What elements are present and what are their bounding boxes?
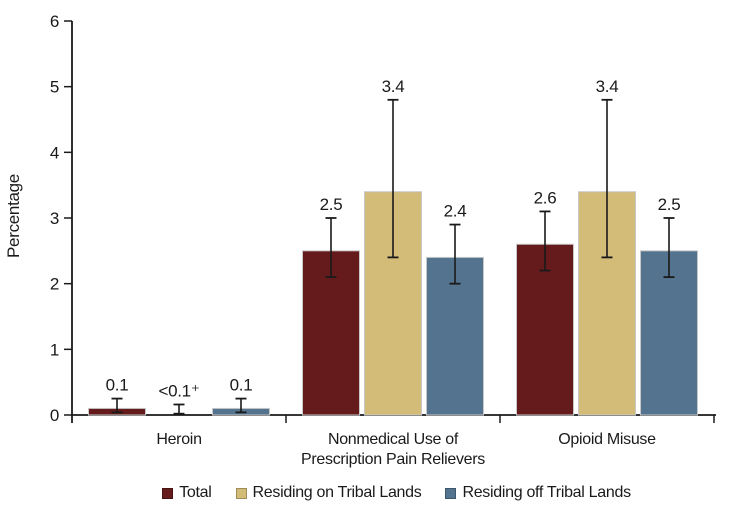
legend-label: Residing on Tribal Lands — [252, 484, 422, 501]
bar-value-label: 2.6 — [534, 188, 557, 207]
bar-value-label: 2.5 — [658, 195, 681, 214]
bar-value-label: 3.4 — [382, 77, 405, 96]
y-tick-label: 3 — [50, 209, 59, 228]
x-category-label-line: Prescription Pain Relievers — [301, 451, 485, 468]
bar-value-label: 2.4 — [444, 202, 467, 221]
legend-label: Total — [179, 484, 212, 501]
chart-legend: Total Residing on Tribal Lands Residing of… — [64, 484, 729, 502]
y-tick-label: 0 — [50, 406, 59, 425]
legend-swatch-icon — [162, 487, 174, 499]
bar-value-label: 2.5 — [320, 195, 343, 214]
x-category-label: Heroin — [156, 431, 201, 448]
x-category-label-line: Opioid Misuse — [558, 431, 656, 448]
bar-value-label: 0.1 — [106, 376, 129, 395]
bar-value-label: 3.4 — [596, 77, 619, 96]
y-tick-label: 5 — [50, 78, 59, 97]
y-tick-label: 1 — [50, 340, 59, 359]
y-tick-label: 6 — [50, 12, 59, 31]
x-category-label-line: Nonmedical Use of — [328, 431, 459, 448]
legend-swatch-icon — [445, 487, 457, 499]
bar — [516, 243, 574, 416]
legend-swatch-icon — [235, 487, 247, 499]
bar-value-label: <0.1⁺ — [158, 381, 199, 400]
y-tick-label: 4 — [50, 143, 59, 162]
x-category-label-line: Heroin — [156, 431, 201, 448]
x-category-label: Nonmedical Use of Prescription Pain Relie… — [301, 431, 485, 468]
bar-value-label: 0.1 — [230, 376, 253, 395]
legend-item: Total — [162, 484, 212, 502]
legend-item: Residing on Tribal Lands — [235, 484, 422, 502]
bar — [302, 250, 360, 416]
legend-label: Residing off Tribal Lands — [462, 484, 631, 501]
legend-item: Residing off Tribal Lands — [445, 484, 631, 502]
y-tick-label: 2 — [50, 275, 59, 294]
x-category-label: Opioid Misuse — [558, 431, 656, 448]
